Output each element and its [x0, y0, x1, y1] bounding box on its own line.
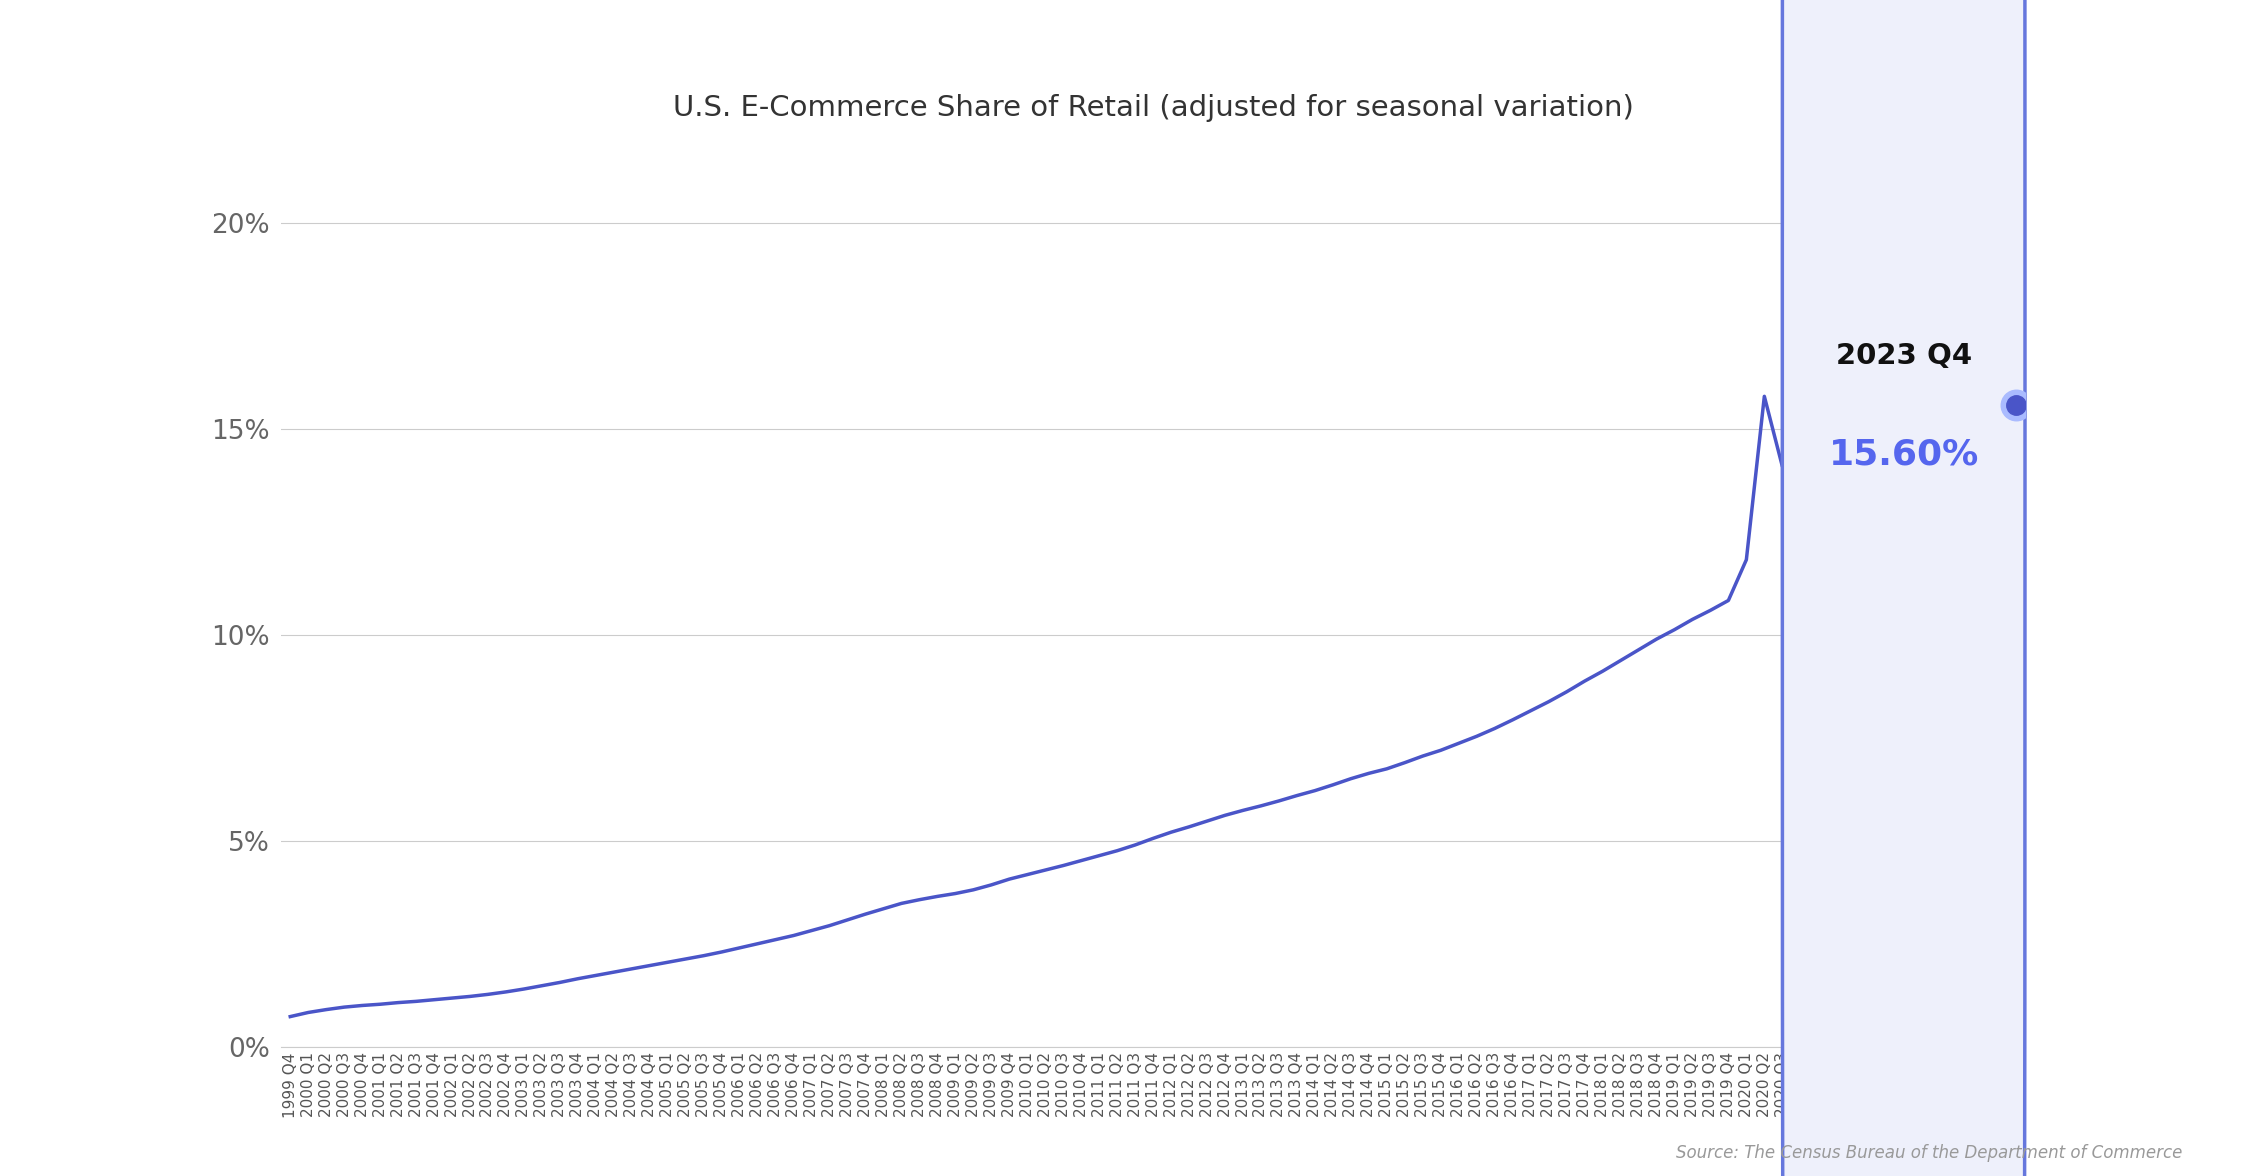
- FancyBboxPatch shape: [1782, 0, 2025, 1176]
- Text: 15.60%: 15.60%: [1829, 437, 1978, 472]
- Text: 2023 Q4: 2023 Q4: [1836, 341, 1971, 369]
- Title: U.S. E-Commerce Share of Retail (adjusted for seasonal variation): U.S. E-Commerce Share of Retail (adjuste…: [673, 94, 1634, 122]
- Text: Source: The Census Bureau of the Department of Commerce: Source: The Census Bureau of the Departm…: [1676, 1144, 2182, 1162]
